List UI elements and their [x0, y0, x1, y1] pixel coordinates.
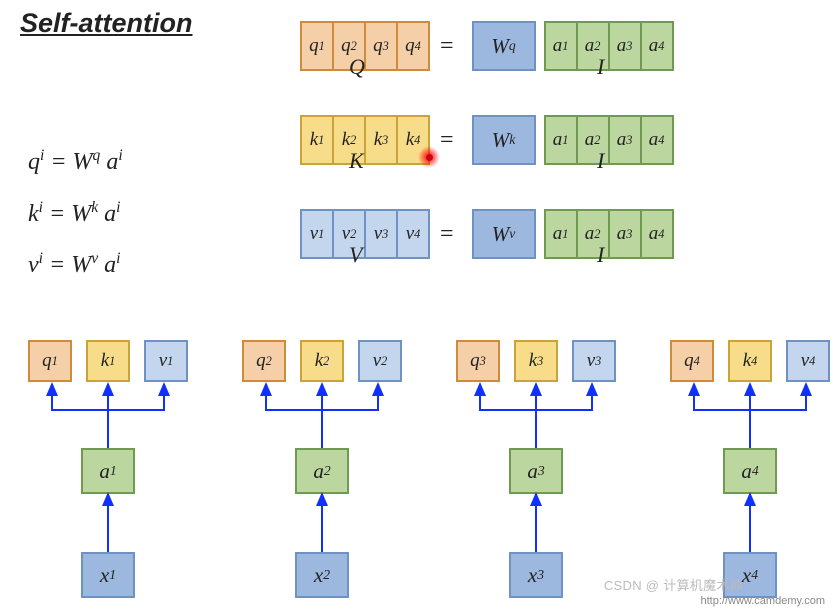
matrix-equations: q1q2q3q4Q=Wqa1a2a3a4Ik1k2k3k4K=Wka1a2a3a… — [300, 6, 674, 288]
flow-col-1: q1k1v1a1x1 — [18, 340, 198, 600]
cell-a2: a2 — [576, 115, 610, 165]
cell-v4: v4 — [396, 209, 430, 259]
cell-a3: a3 — [608, 209, 642, 259]
equals-sign: = — [440, 221, 454, 248]
credit-url: http://www.camdemy.com — [701, 595, 826, 608]
matrix-row-k: k1k2k3k4K=Wka1a2a3a4I — [300, 100, 674, 180]
arrows-col-2 — [232, 340, 412, 600]
cell-a1: a1 — [544, 115, 578, 165]
cell-k4: k4 — [396, 115, 430, 165]
cell-a4: a4 — [640, 209, 674, 259]
under-label-I: I — [597, 54, 604, 80]
cell-a2: a2 — [576, 21, 610, 71]
cell-q1: q1 — [300, 21, 334, 71]
cell-a4: a4 — [640, 21, 674, 71]
cell-k1: k1 — [300, 115, 334, 165]
matrix-row-q: q1q2q3q4Q=Wqa1a2a3a4I — [300, 6, 674, 86]
flow-col-3: q3k3v3a3x3 — [446, 340, 626, 600]
cell-a1: a1 — [544, 21, 578, 71]
cell-k3: k3 — [364, 115, 398, 165]
arrows-col-4 — [660, 340, 833, 600]
cell-a1: a1 — [544, 209, 578, 259]
cell-v1: v1 — [300, 209, 334, 259]
cell-v3: v3 — [364, 209, 398, 259]
equals-sign: = — [440, 127, 454, 154]
eq-v: vi = Wv ai — [28, 243, 123, 289]
watermark-text: CSDN @ 计算机魔术师 — [604, 575, 743, 594]
cell-q4: q4 — [396, 21, 430, 71]
under-label-V: V — [349, 242, 362, 268]
flow-col-4: q4k4v4a4x4 — [660, 340, 833, 600]
equations-block: qi = Wq ai ki = Wk ai vi = Wv ai — [28, 140, 123, 295]
arrows-col-1 — [18, 340, 198, 600]
flow-diagram: q1k1v1a1x1q2k2v2a2x2q3k3v3a3x3q4k4v4a4x4 — [0, 340, 833, 612]
arrows-col-3 — [446, 340, 626, 600]
w-box-v: Wv — [472, 209, 536, 259]
equals-sign: = — [440, 33, 454, 60]
under-label-I: I — [597, 148, 604, 174]
cell-a2: a2 — [576, 209, 610, 259]
matrix-row-v: v1v2v3v4V=Wva1a2a3a4I — [300, 194, 674, 274]
cell-a4: a4 — [640, 115, 674, 165]
cell-a3: a3 — [608, 115, 642, 165]
flow-col-2: q2k2v2a2x2 — [232, 340, 412, 600]
cell-a3: a3 — [608, 21, 642, 71]
eq-q: qi = Wq ai — [28, 140, 123, 186]
under-label-Q: Q — [349, 54, 365, 80]
w-box-q: Wq — [472, 21, 536, 71]
page-title: Self-attention — [20, 8, 193, 39]
cell-q3: q3 — [364, 21, 398, 71]
eq-k: ki = Wk ai — [28, 192, 123, 238]
under-label-K: K — [349, 148, 364, 174]
w-box-k: Wk — [472, 115, 536, 165]
under-label-I: I — [597, 242, 604, 268]
